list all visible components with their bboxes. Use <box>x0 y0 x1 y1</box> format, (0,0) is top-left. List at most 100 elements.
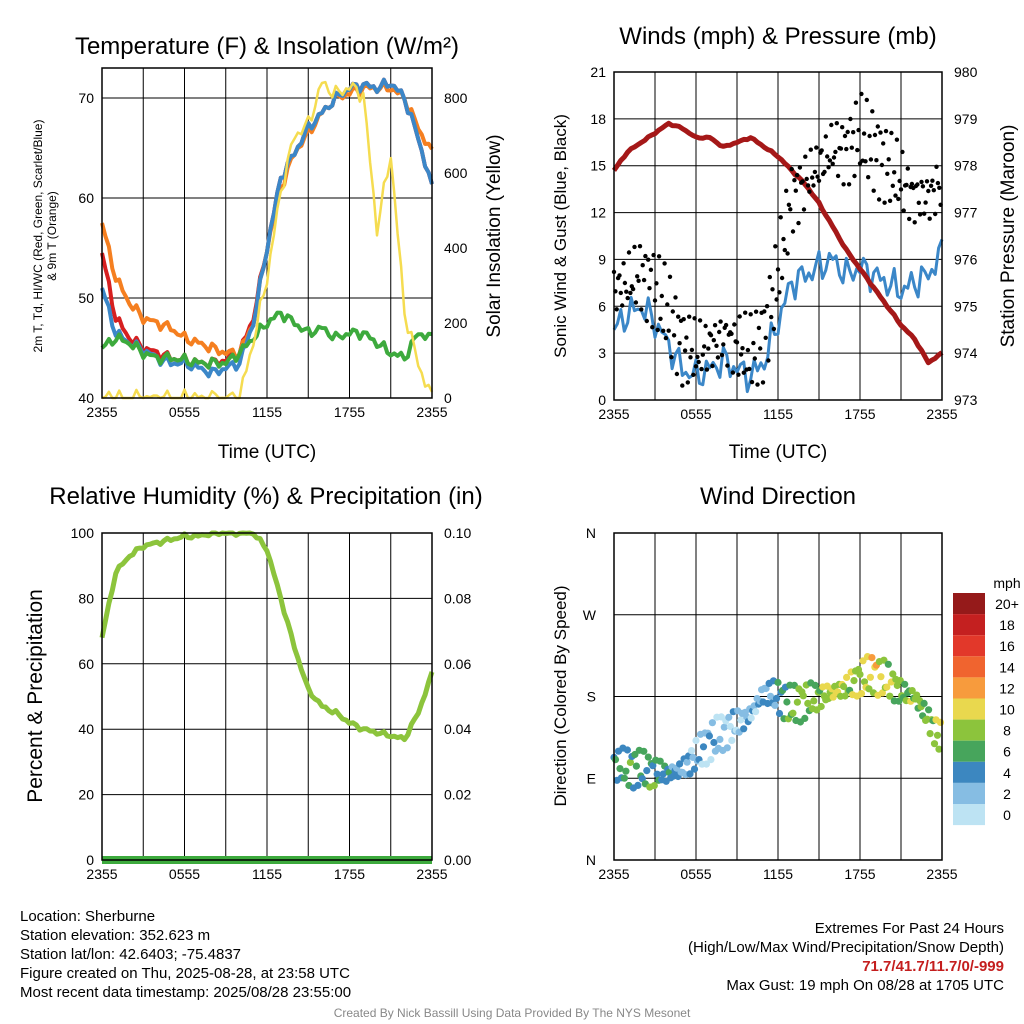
direction-point <box>925 706 933 714</box>
direction-point <box>799 692 807 700</box>
y-tick-label: 40 <box>78 721 94 737</box>
x-tick-label: 1755 <box>844 406 875 422</box>
gust-point <box>684 335 689 340</box>
gust-point <box>666 328 671 333</box>
direction-point <box>859 657 867 665</box>
x-axis-label: Time (UTC) <box>729 442 828 463</box>
legend-swatch <box>953 698 985 720</box>
legend-label: 0 <box>1003 807 1011 823</box>
gust-point <box>893 193 898 198</box>
direction-point <box>659 770 667 778</box>
gust-point <box>762 309 767 314</box>
gust-point <box>625 295 630 301</box>
gust-point <box>807 189 812 194</box>
direction-point <box>877 673 885 681</box>
series-pressure <box>611 120 944 366</box>
gust-point <box>856 127 861 133</box>
direction-point <box>623 746 632 754</box>
direction-point <box>653 770 661 778</box>
gust-point <box>767 274 772 280</box>
x-tick-label: 2355 <box>926 866 957 882</box>
x-tick-label: 1755 <box>844 866 875 882</box>
y-tick-label: 80 <box>78 590 94 606</box>
direction-point <box>611 756 620 764</box>
gust-point <box>729 331 734 336</box>
latlon-label: Station lat/lon: 42.6403; -75.4837 <box>20 946 242 963</box>
chart-title: Temperature (F) & Insolation (W/m²) <box>75 33 459 60</box>
gust-point <box>719 352 725 358</box>
gust-point <box>697 318 703 323</box>
legend-swatch <box>953 719 985 741</box>
gust-point <box>875 124 880 129</box>
station-info: Location: Sherburne Station elevation: 3… <box>20 907 351 1002</box>
gust-point <box>775 267 781 272</box>
direction-point <box>626 758 635 767</box>
gust-point <box>650 325 655 330</box>
gust-point <box>685 380 690 385</box>
x-tick-label: 1155 <box>252 866 282 882</box>
gust-point <box>835 173 841 179</box>
gust-point <box>673 295 678 300</box>
gust-point <box>764 304 770 309</box>
gust-point <box>804 176 809 182</box>
credit-label: Created By Nick Bassill Using Data Provi… <box>333 1006 691 1020</box>
chart-title: Winds (mph) & Pressure (mb) <box>619 23 936 50</box>
gust-point <box>714 343 719 348</box>
direction-point <box>650 782 658 790</box>
gust-point <box>848 116 853 122</box>
gust-point <box>931 188 936 193</box>
direction-point <box>723 744 731 752</box>
direction-point <box>843 673 851 682</box>
gust-point <box>691 372 696 377</box>
gust-point <box>793 188 798 193</box>
legend-label: 16 <box>999 638 1015 654</box>
series-solar <box>101 80 434 400</box>
created-label: Figure created on Thu, 2025-08-28, at 23… <box>20 965 350 982</box>
gust-point <box>870 109 875 114</box>
gust-point <box>712 323 718 328</box>
y2-tick-label: 975 <box>954 298 978 314</box>
direction-point <box>726 722 734 731</box>
direction-point <box>817 702 825 711</box>
x-tick-label: 0555 <box>680 406 711 422</box>
gust-point <box>773 244 778 249</box>
recent-label: Most recent data timestamp: 2025/08/28 2… <box>20 984 352 1001</box>
gust-point <box>844 146 849 152</box>
legend-label: 20+ <box>995 596 1019 612</box>
y-tick-label: 50 <box>78 290 94 306</box>
direction-point <box>868 654 876 662</box>
gust-point <box>715 355 721 360</box>
direction-point <box>866 673 875 681</box>
gust-point <box>874 158 879 163</box>
y2-tick-label: 600 <box>444 165 468 181</box>
gust-point <box>815 174 820 179</box>
elevation-label: Station elevation: 352.623 m <box>20 927 211 944</box>
y2-tick-label: 974 <box>954 345 978 361</box>
extremes-title: Extremes For Past 24 Hours <box>814 920 1004 937</box>
gust-point <box>618 290 623 296</box>
direction-point <box>841 692 849 700</box>
gust-point <box>747 366 752 372</box>
gust-point <box>935 180 941 186</box>
extremes-values: 71.7/41.7/11.7/0/-999 <box>862 958 1004 975</box>
gust-point <box>656 254 662 259</box>
gust-point <box>885 171 890 176</box>
direction-point <box>640 747 648 755</box>
direction-point <box>936 718 945 727</box>
gust-point <box>859 91 864 97</box>
gust-point <box>676 314 681 319</box>
legend-swatch <box>953 761 985 783</box>
y-tick-label: W <box>583 607 597 623</box>
x-tick-label: 1155 <box>252 404 282 420</box>
gust-point <box>923 200 928 205</box>
gust-point <box>928 183 934 188</box>
gust-point <box>898 187 904 192</box>
gust-point <box>789 166 794 172</box>
gust-point <box>805 183 811 188</box>
legend-swatch <box>953 804 985 826</box>
gust-point <box>781 236 786 242</box>
direction-point <box>676 760 684 768</box>
gust-point <box>797 165 803 170</box>
direction-point <box>774 678 782 687</box>
panel-humidity <box>101 533 433 860</box>
